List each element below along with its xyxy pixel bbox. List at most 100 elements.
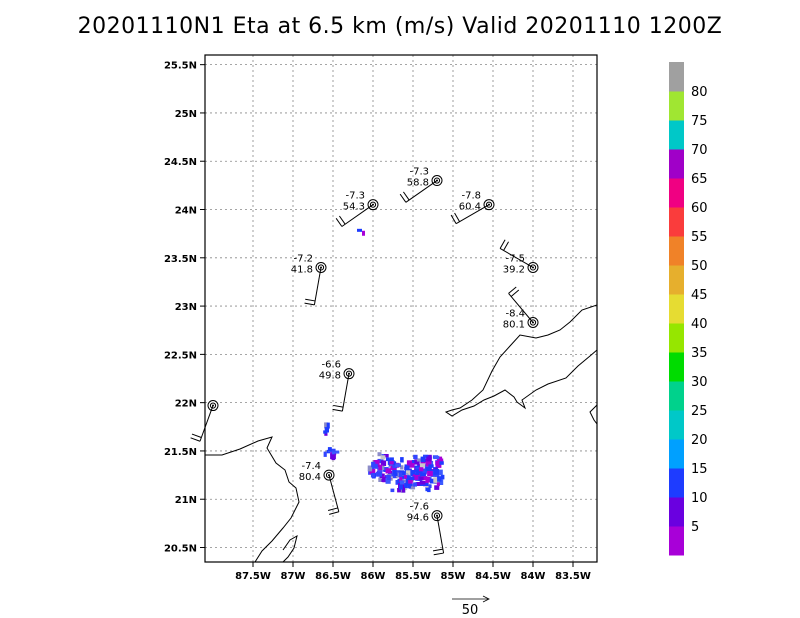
data-pixel: [380, 460, 387, 466]
wind-barb-staff: [341, 373, 350, 412]
data-pixel: [397, 488, 404, 493]
x-tick-label: 87W: [281, 571, 306, 582]
data-pixel: [428, 464, 434, 468]
data-pixel: [422, 482, 429, 486]
data-pixel: [427, 470, 433, 477]
colorbar-swatch: [669, 352, 684, 382]
data-pixel: [405, 470, 411, 476]
colorbar-label: 65: [691, 172, 708, 187]
data-pixel: [378, 477, 382, 482]
data-pixel: [412, 475, 418, 479]
colorbar-label: 75: [691, 114, 708, 129]
colorbar: 5 10 15 20 25 30 35 40 45 50 55 60 65 70 75 80: [669, 62, 708, 556]
data-pixel: [430, 471, 436, 477]
data-pixel: [377, 458, 384, 464]
observation-value-bottom: 49.8: [319, 371, 341, 382]
data-pixel: [433, 455, 440, 460]
colorbar-swatch: [669, 178, 684, 208]
wind-barb-flag: [510, 289, 520, 297]
x-tick-label: 86W: [361, 571, 386, 582]
data-pixel: [334, 450, 340, 454]
observation-station: -7.694.6: [407, 502, 445, 556]
y-tick-label: 20.5N: [164, 544, 197, 555]
colorbar-label: 20: [691, 433, 708, 448]
data-pixel: [407, 482, 411, 489]
wind-barb-staff: [405, 180, 438, 203]
data-pixel: [324, 427, 329, 433]
wind-barb-flag: [329, 511, 339, 515]
coastline-cozumel: [282, 534, 298, 562]
plot-frame: [204, 54, 598, 563]
data-pixel: [389, 461, 394, 465]
y-tick-label: 24.5N: [164, 157, 197, 168]
x-tick-label: 87.5W: [235, 571, 271, 582]
data-pixel: [439, 479, 444, 485]
data-pixel: [383, 454, 389, 458]
observation-station: -7.480.4: [299, 461, 340, 515]
data-pixel: [396, 472, 400, 478]
coastlines: [205, 304, 597, 562]
colorbar-label: 50: [691, 259, 708, 274]
observation-value-bottom: 39.2: [503, 264, 525, 275]
colorbar-label: 5: [691, 520, 699, 535]
station-ring-inner: [529, 264, 537, 271]
station-ring-inner: [325, 471, 333, 479]
data-pixel: [392, 473, 398, 479]
data-pixel: [408, 480, 413, 484]
data-pixel: [386, 457, 390, 462]
data-pixel: [419, 476, 424, 481]
observation-value-bottom: 41.8: [291, 264, 313, 275]
observation-value-top: -7.6: [409, 502, 429, 513]
colorbar-label: 35: [691, 346, 708, 361]
data-pixel: [399, 480, 405, 485]
data-pixel: [386, 474, 391, 480]
wind-barb-staff: [508, 293, 534, 323]
data-pixel: [414, 459, 420, 465]
data-pixel: [422, 469, 428, 473]
observation-value-top: -6.6: [321, 360, 341, 371]
data-pixel: [385, 468, 392, 474]
data-pixel: [404, 475, 410, 480]
data-pixel: [421, 476, 428, 481]
data-pixel: [436, 476, 442, 482]
wind-barb-flag: [333, 404, 344, 408]
wind-barb-flag: [403, 191, 410, 201]
data-pixel: [428, 484, 432, 488]
observation-value-bottom: 58.8: [407, 178, 429, 189]
observation-value-top: -7.2: [293, 253, 313, 264]
colorbar-label: 70: [691, 143, 708, 158]
data-pixel: [437, 458, 444, 463]
colorbar-swatch: [669, 526, 684, 556]
wind-barb-flag: [432, 548, 443, 552]
data-pixel: [392, 461, 397, 465]
observation-value-top: -7.5: [505, 253, 525, 264]
data-pixel: [371, 461, 376, 468]
colorbar-swatch: [669, 149, 684, 179]
data-pixel: [324, 422, 329, 429]
observation-value-top: -8.4: [505, 309, 525, 320]
observation-value-top: -7.8: [461, 191, 481, 202]
data-pixel: [439, 461, 444, 465]
observation-value-bottom: 80.1: [503, 320, 525, 331]
data-pixel: [433, 468, 440, 475]
wind-barb-staff: [499, 248, 534, 268]
wind-barb-staff: [328, 474, 340, 512]
wind-barb-flag: [433, 552, 444, 556]
data-pixel: [416, 458, 422, 462]
data-pixel: [434, 473, 440, 477]
data-pixel: [406, 460, 413, 466]
data-pixel: [323, 451, 327, 457]
data-pixel: [379, 473, 385, 478]
data-pixel: [399, 476, 403, 482]
colorbar-swatch: [669, 497, 684, 527]
data-pixel: [420, 471, 426, 477]
wind-barb-staff: [455, 204, 490, 225]
data-pixel: [401, 483, 408, 489]
data-pixel: [331, 454, 336, 461]
x-tick-label: 84W: [521, 571, 546, 582]
colorbar-swatch: [669, 236, 684, 266]
colorbar-swatch: [669, 439, 684, 469]
y-tick-label: 23N: [175, 302, 197, 313]
data-pixel: [401, 487, 406, 493]
